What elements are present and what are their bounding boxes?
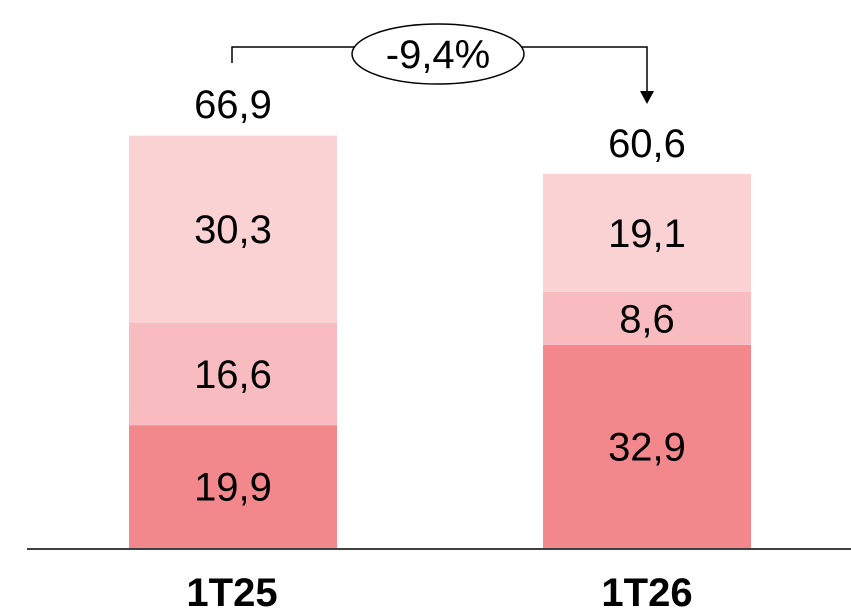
change-bubble <box>351 23 525 85</box>
segment-label-1t25-1: 19,9 <box>194 466 272 510</box>
bar-segment-1t25-1 <box>129 425 337 548</box>
category-label-1t26: 1T26 <box>601 571 692 615</box>
total-label-1t26: 60,6 <box>608 122 686 166</box>
bar-segment-1t25-2 <box>129 322 337 426</box>
segment-label-1t25-2: 16,6 <box>194 353 272 397</box>
segment-label-1t25-3: 30,3 <box>194 208 272 252</box>
bar-segment-1t26-1 <box>543 344 751 548</box>
change-label: -9,4% <box>386 33 491 77</box>
segment-label-1t26-1: 32,9 <box>608 425 686 469</box>
bar-segment-1t26-3 <box>543 173 751 292</box>
labels-group: 19,9 16,6 30,3 32,9 8,6 19,1 <box>194 208 686 509</box>
bar-segment-1t26-2 <box>543 291 751 345</box>
category-label-1t25: 1T25 <box>186 571 277 615</box>
segment-label-1t26-3: 19,1 <box>608 212 686 256</box>
bars-group <box>129 135 751 548</box>
segment-label-1t26-2: 8,6 <box>619 297 675 341</box>
bar-segment-1t25-3 <box>129 135 337 323</box>
arrow-down-icon <box>640 91 654 104</box>
total-label-1t25: 66,9 <box>194 83 272 127</box>
